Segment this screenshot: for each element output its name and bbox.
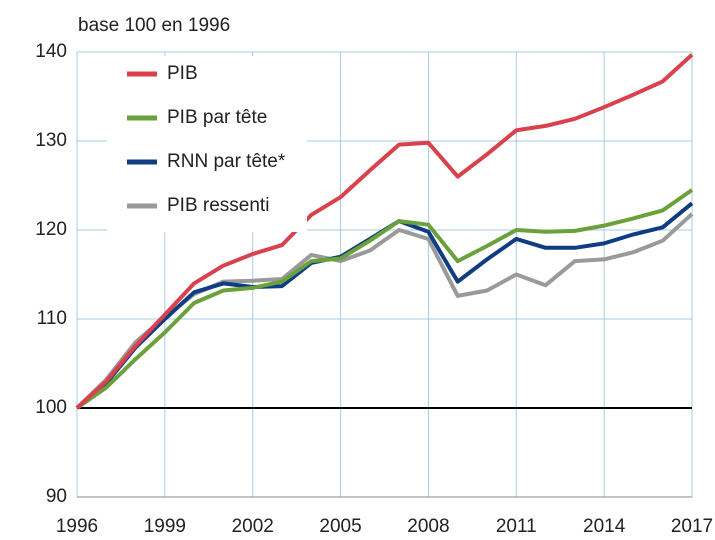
y-tick-label: 130 xyxy=(35,130,67,151)
x-tick-label: 2014 xyxy=(583,516,626,537)
legend-label: PIB ressenti xyxy=(167,195,269,216)
y-tick-label: 140 xyxy=(35,41,67,62)
x-tick-label: 2002 xyxy=(232,516,274,537)
series-line xyxy=(75,188,694,410)
series-line xyxy=(75,53,694,410)
chart-subtitle: base 100 en 1996 xyxy=(78,15,230,36)
legend-label: PIB xyxy=(167,63,198,84)
x-tick-label: 2011 xyxy=(496,516,537,537)
y-tick-label: 110 xyxy=(37,308,67,329)
y-tick-label: 100 xyxy=(35,397,67,418)
x-tick-label: 2017 xyxy=(671,516,713,537)
x-tick-label: 1999 xyxy=(144,516,186,537)
series-line xyxy=(75,201,694,410)
legend-label: RNN par tête* xyxy=(167,151,286,172)
y-tick-label: 120 xyxy=(35,219,67,240)
x-tick-label: 2008 xyxy=(407,516,449,537)
x-tick-label: 2005 xyxy=(319,516,361,537)
y-tick-label: 90 xyxy=(46,486,67,507)
legend-box xyxy=(107,56,307,232)
legend-label: PIB par tête xyxy=(167,107,267,128)
x-tick-label: 1996 xyxy=(56,516,98,537)
